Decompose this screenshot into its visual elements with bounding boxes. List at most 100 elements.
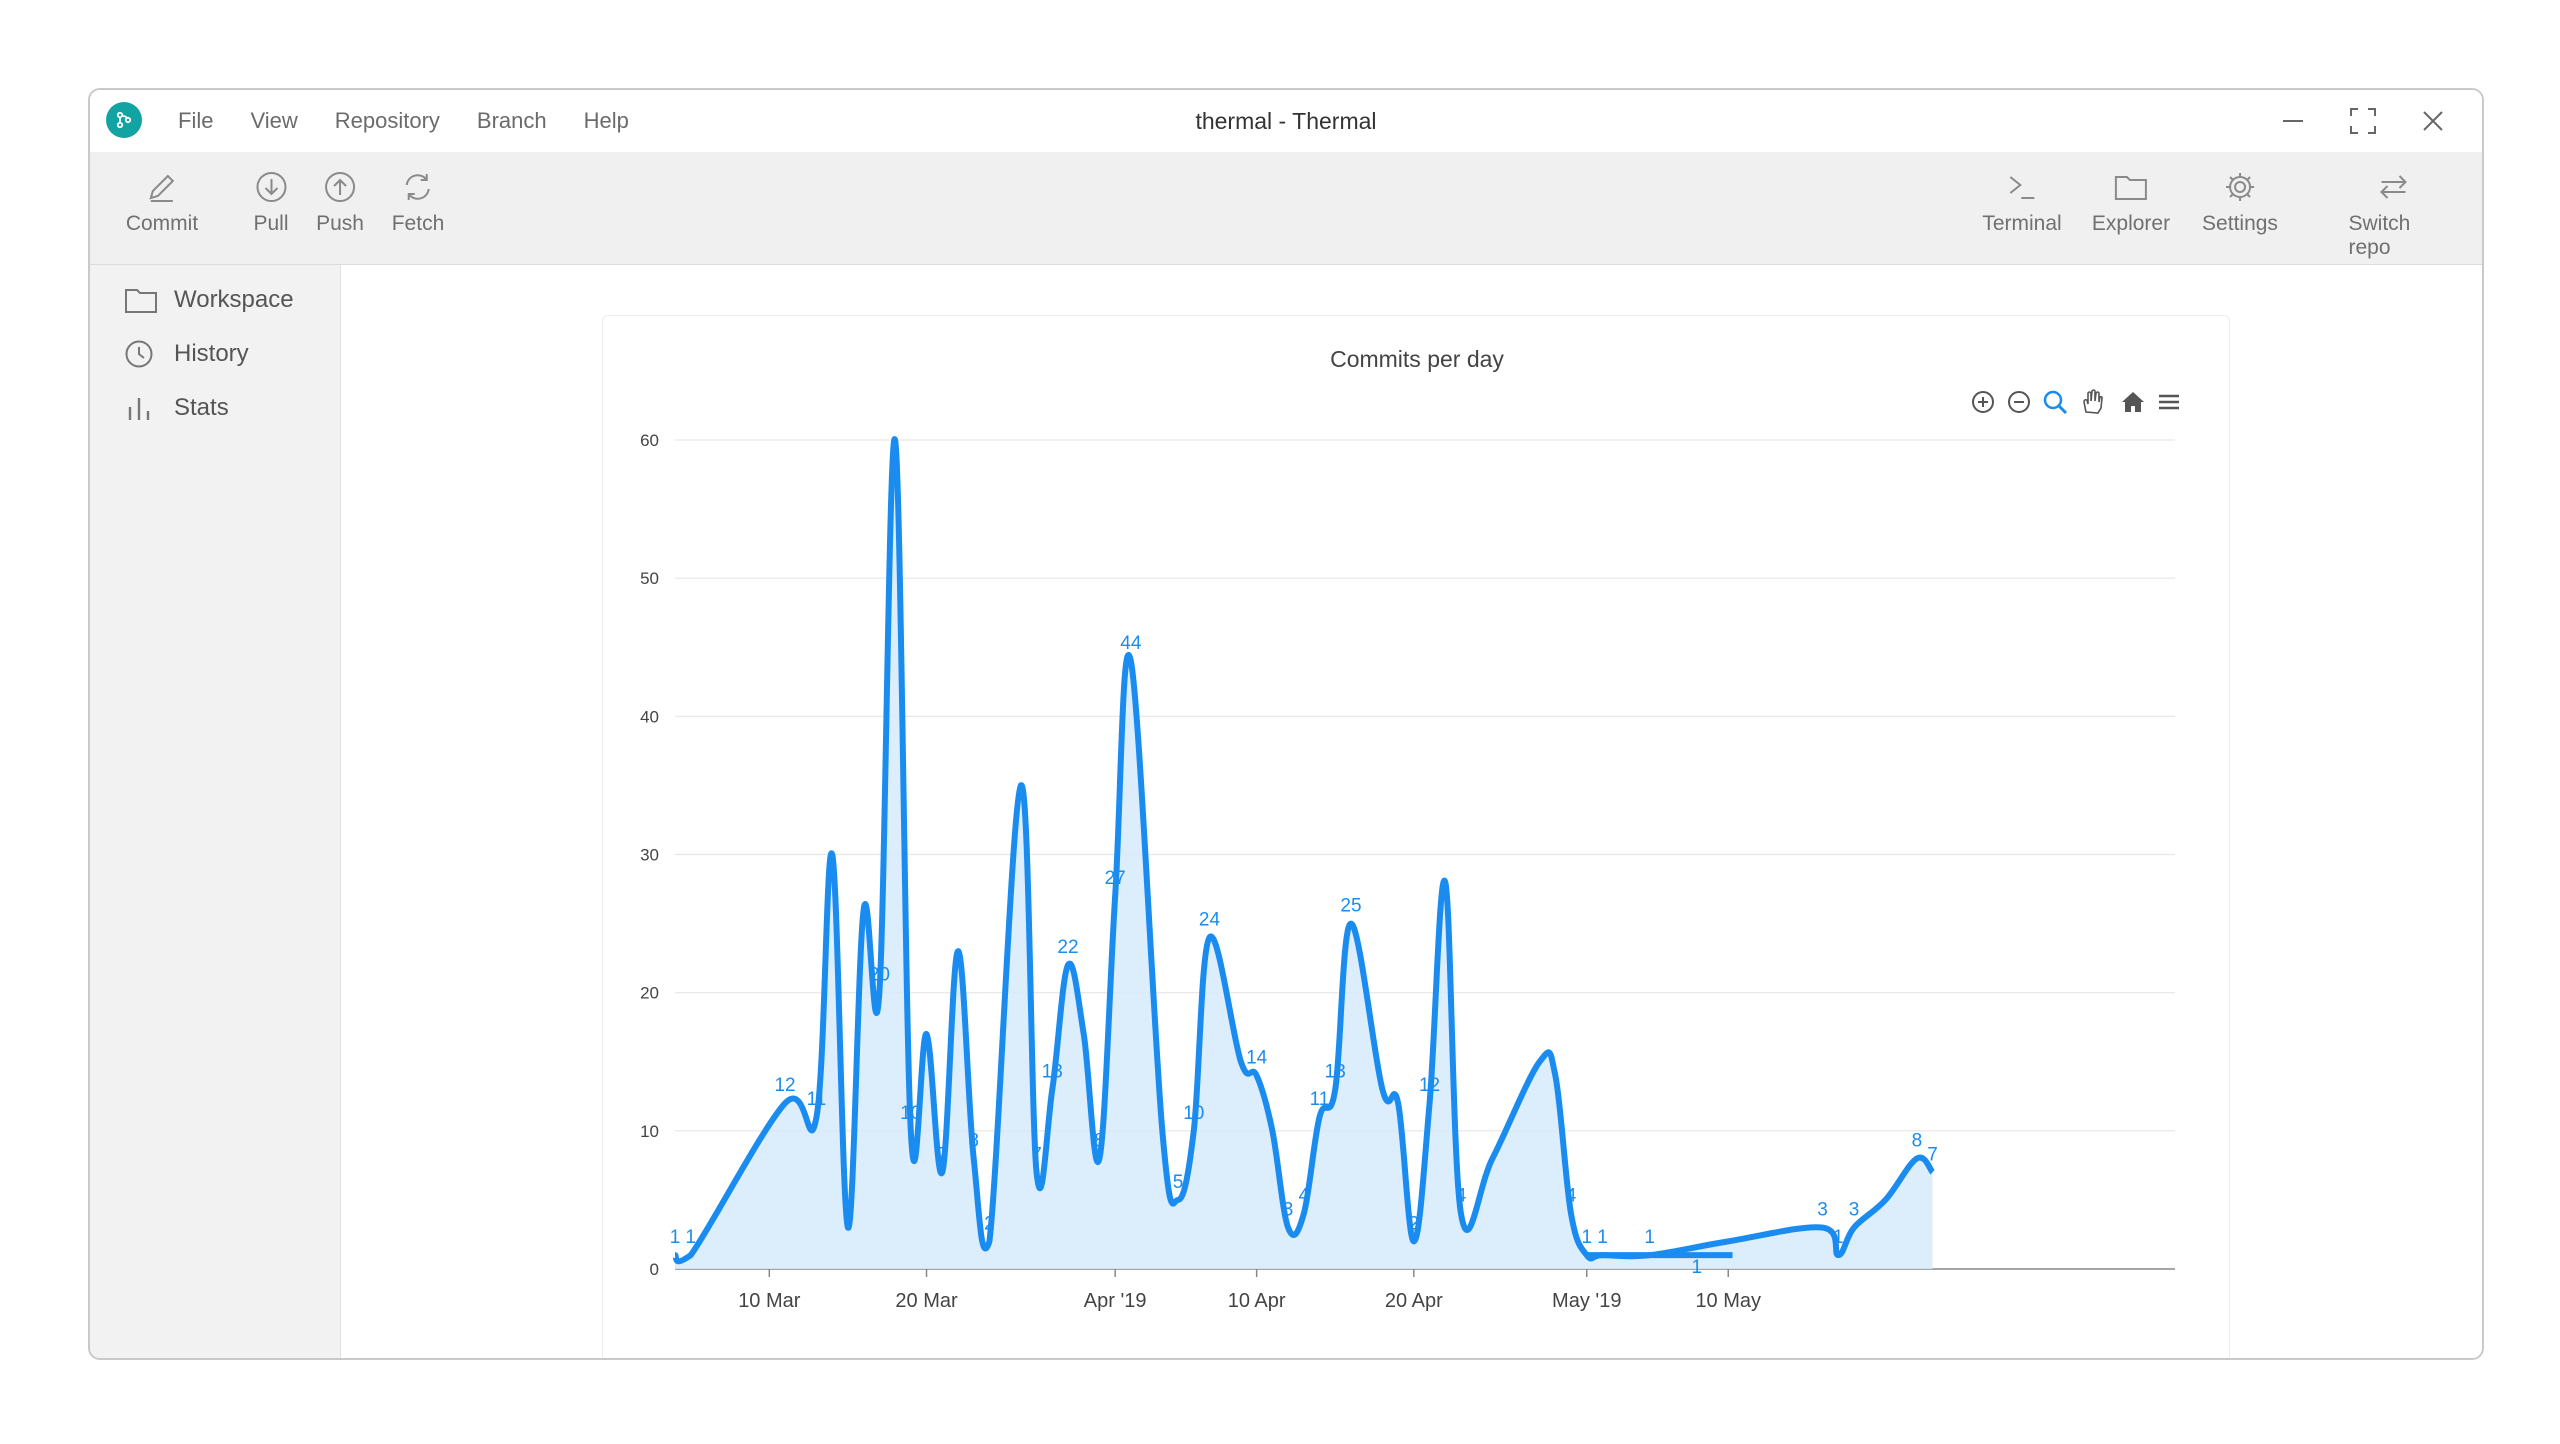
terminal-label: Terminal [1982,212,2062,235]
push-label: Push [316,212,364,235]
data-label: 1 [670,1227,681,1248]
toolbar: Commit Pull Push Fetch Terminal Explorer… [90,152,2482,265]
data-label: 1 [1692,1257,1703,1278]
data-label: 24 [1199,909,1221,930]
pan-hand-icon[interactable] [2083,389,2103,414]
y-axis: 0 10 20 30 40 50 60 [640,431,659,1279]
chart-toolbar [1972,389,2179,415]
minimize-button[interactable] [2258,98,2328,144]
explorer-button[interactable]: Explorer [2092,170,2170,236]
data-label: 13 [1042,1061,1063,1082]
commit-label: Commit [125,212,199,235]
data-label: 11 [1310,1089,1330,1110]
main-content: Commits per day 0 10 20 30 40 50 60 10 Mar 20 M… [341,265,2482,1358]
push-button[interactable]: Push [316,170,364,236]
x-tick-label: 10 Apr [1228,1290,1286,1312]
data-label: 2 [984,1213,995,1234]
sidebar: Workspace History Stats [90,265,341,1358]
sidebar-item-workspace[interactable]: Workspace [124,285,294,315]
bar-chart-icon [128,398,150,420]
swap-icon [2379,175,2407,199]
y-tick-label: 30 [640,846,659,865]
zoom-in-icon[interactable] [1972,391,1994,413]
menu-help[interactable]: Help [583,108,629,133]
pull-label: Pull [253,212,289,235]
x-tick-label: May '19 [1552,1290,1621,1312]
menu-bar: File View Repository Branch Help [178,90,666,152]
settings-button[interactable]: Settings [2202,170,2278,236]
home-icon[interactable] [2122,392,2144,412]
y-tick-label: 0 [650,1260,659,1279]
data-label: 2 [1409,1213,1420,1234]
series-commits [672,436,1935,1269]
data-label: 10 [1183,1103,1204,1124]
data-label: 4 [1456,1186,1467,1207]
sidebar-item-label: Workspace [174,286,294,313]
data-label: 25 [1340,896,1361,917]
title-bar: File View Repository Branch Help thermal… [90,90,2482,153]
explorer-label: Explorer [2091,212,2171,235]
data-label: 12 [1419,1075,1440,1096]
data-label: 4 [1566,1186,1577,1207]
pull-button[interactable]: Pull [253,170,289,236]
data-label: 10 [900,1103,921,1124]
y-tick-label: 60 [640,431,659,450]
series-line [672,436,1935,1265]
close-button[interactable] [2398,98,2468,144]
app-window: File View Repository Branch Help thermal… [88,88,2484,1360]
menu-file[interactable]: File [178,108,214,133]
y-tick-label: 50 [640,569,659,588]
menu-repository[interactable]: Repository [334,108,440,133]
zoom-selection-icon[interactable] [2043,390,2068,415]
close-icon [2423,111,2443,131]
arrow-down-circle-icon [256,172,286,202]
app-logo-icon[interactable] [106,102,142,138]
fetch-label: Fetch [391,212,445,235]
data-label: 11 [807,1089,827,1110]
data-label: 1 [1597,1227,1608,1248]
data-label: 8 [968,1130,979,1151]
data-label: 8 [1094,1130,1105,1151]
window-controls [2258,98,2468,144]
folder-icon [2114,176,2147,200]
commit-button[interactable]: Commit [126,170,198,236]
switch-repo-button[interactable]: Switch repo [2349,170,2438,260]
data-label: 13 [1325,1061,1346,1082]
data-label: 8 [1912,1130,1923,1151]
fetch-button[interactable]: Fetch [391,170,445,236]
x-tick-label: 10 Mar [738,1290,801,1312]
data-label: 14 [1246,1048,1268,1069]
chart-card: Commits per day 0 10 20 30 40 50 60 10 Mar 20 M… [602,315,2230,1358]
sidebar-item-label: History [174,340,249,367]
sidebar-item-label: Stats [174,394,229,421]
data-label: 7 [1927,1144,1938,1165]
sidebar-item-stats[interactable]: Stats [124,393,229,423]
menu-icon[interactable] [2159,394,2179,410]
minimize-icon [2283,120,2303,122]
y-tick-label: 20 [640,984,659,1003]
terminal-icon [2009,176,2034,199]
data-label: 12 [774,1075,795,1096]
data-label: 3 [1817,1200,1828,1221]
data-label: 22 [1057,937,1078,958]
data-label: 1 [1833,1227,1844,1248]
menu-branch[interactable]: Branch [476,108,547,133]
data-label: 20 [869,965,890,986]
data-label: 7 [1031,1144,1042,1165]
terminal-button[interactable]: Terminal [1982,170,2062,236]
pencil-icon [149,174,175,202]
data-labels: 1 112113201078271322827445102414341113252… [670,633,1938,1278]
data-label: 44 [1120,633,1142,654]
x-axis: 10 Mar 20 Mar Apr '19 10 Apr 20 Apr May '19 10… [738,1269,1761,1312]
data-label: 1 [1644,1227,1655,1248]
x-tick-label: 20 Mar [895,1290,958,1312]
clock-icon [125,340,153,368]
refresh-icon [406,174,430,200]
maximize-button[interactable] [2328,98,2398,144]
sidebar-item-history[interactable]: History [124,339,249,369]
data-label: 4 [1299,1186,1310,1207]
menu-view[interactable]: View [250,108,298,133]
zoom-out-icon[interactable] [2008,391,2030,413]
data-label: 3 [1849,1200,1860,1221]
chart-title: Commits per day [1330,346,1504,372]
